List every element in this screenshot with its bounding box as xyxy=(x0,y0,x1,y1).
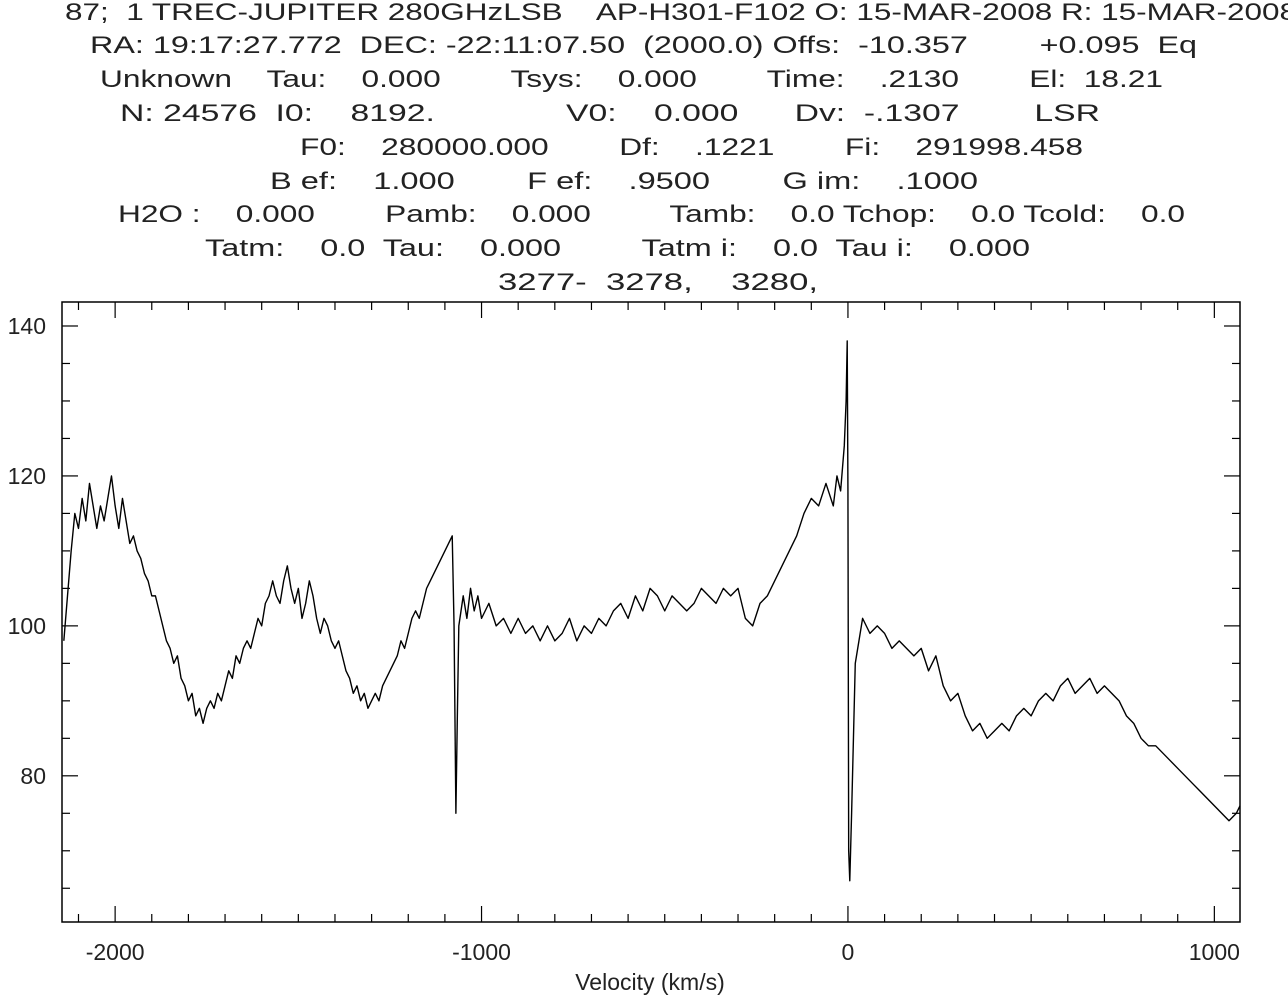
header-line: Unknown Tau: 0.000 Tsys: 0.000 Time: .21… xyxy=(100,66,1163,93)
spectrum-line xyxy=(63,340,1241,882)
y-tick-label: 80 xyxy=(20,763,46,789)
y-tick-label: 140 xyxy=(8,313,46,339)
header-line: B ef: 1.000 F ef: .9500 G im: .1000 xyxy=(270,168,978,195)
header-line: RA: 19:17:27.772 DEC: -22:11:07.50 (2000… xyxy=(90,32,1197,59)
x-axis-label: Velocity (km/s) xyxy=(575,969,725,995)
header-line: N: 24576 I0: 8192. V0: 0.000 Dv: -.1307 … xyxy=(120,100,1100,127)
plot-frame xyxy=(61,301,1241,923)
header-line: 3277- 3278, 3280, xyxy=(498,269,818,296)
x-tick-label: 0 xyxy=(842,939,855,965)
x-tick-label: -2000 xyxy=(86,939,145,965)
header-line: 87; 1 TREC-JUPITER 280GHzLSB AP-H301-F10… xyxy=(65,0,1288,26)
header-line: F0: 280000.000 Df: .1221 Fi: 291998.458 xyxy=(300,134,1083,161)
y-tick-label: 120 xyxy=(8,463,46,489)
header-line: H2O : 0.000 Pamb: 0.000 Tamb: 0.0 Tchop:… xyxy=(118,201,1185,228)
x-tick-label: 1000 xyxy=(1189,939,1240,965)
x-tick-label: -1000 xyxy=(452,939,511,965)
header-line: Tatm: 0.0 Tau: 0.000 Tatm i: 0.0 Tau i: … xyxy=(205,235,1030,262)
y-tick-label: 100 xyxy=(8,613,46,639)
